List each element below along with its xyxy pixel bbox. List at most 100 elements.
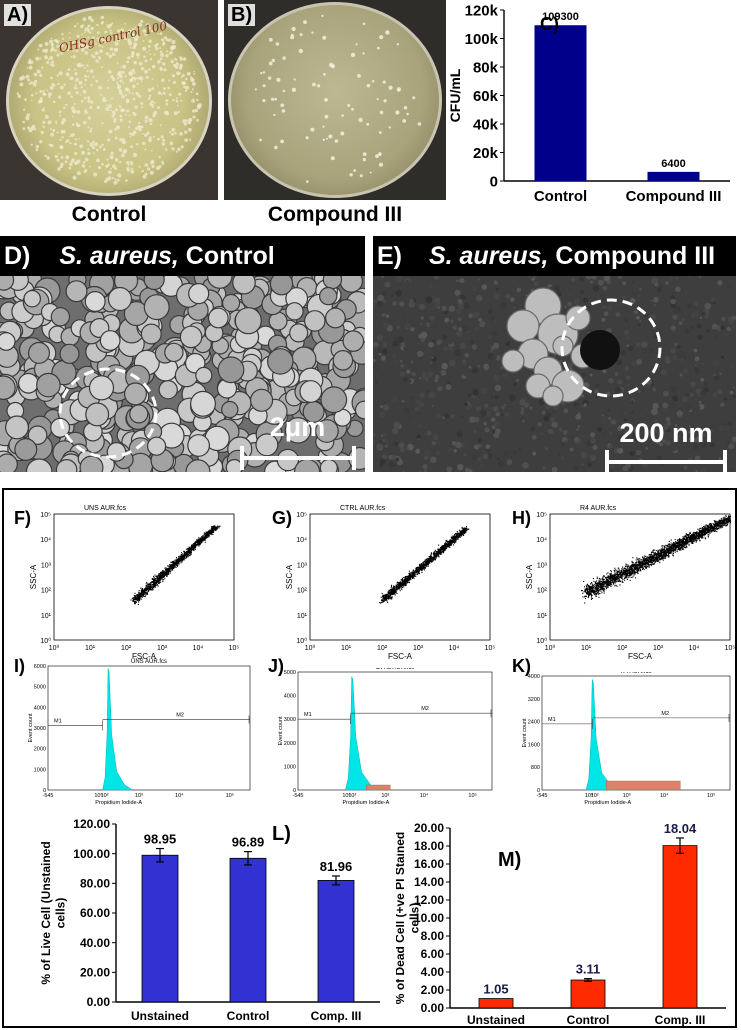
y-tick-label: 10⁴ bbox=[40, 537, 51, 544]
data-label: 109300 bbox=[542, 11, 579, 23]
x-axis-label: Propidium Iodide-A bbox=[95, 800, 142, 806]
plot-frame bbox=[53, 513, 235, 641]
y-tick-label: 3000 bbox=[284, 717, 296, 723]
y-tick-label: 10⁵ bbox=[40, 512, 51, 519]
panel-label-i: I) bbox=[14, 656, 25, 676]
y-tick-label: 4000 bbox=[528, 674, 540, 680]
y-tick-label: 20.00 bbox=[80, 966, 110, 980]
x-tick-label: 10⁵ bbox=[229, 645, 240, 652]
pi-positive-region bbox=[606, 780, 681, 791]
live-cell-bar-chart: 0.00 20.00 40.00 60.00 80.00 100.00 120.00 98.9… bbox=[39, 817, 380, 1023]
y-axis-label: SSC-A bbox=[286, 564, 294, 589]
x-tick-label: 10⁴ bbox=[420, 792, 429, 799]
y-tick-label: 2000 bbox=[34, 747, 46, 753]
panel-label-f: F) bbox=[14, 508, 31, 528]
x-tick-label: 10² bbox=[377, 645, 388, 652]
panel-label-k: K) bbox=[512, 656, 531, 676]
y-tick-label: 800 bbox=[531, 765, 540, 771]
y-tick-label: 8.00 bbox=[421, 929, 445, 943]
x-tick-label: 10⁵ bbox=[725, 645, 736, 652]
y-tick-label: 20.00 bbox=[414, 821, 444, 835]
x-tick-label: 10² bbox=[101, 793, 109, 799]
plot-frame bbox=[297, 671, 493, 791]
sem-title-condition: Compound III bbox=[548, 242, 716, 270]
caption-control: Control bbox=[71, 203, 147, 226]
x-tick-label: 10² bbox=[121, 645, 132, 652]
panel-label-a: A) bbox=[4, 4, 32, 26]
plot-frame bbox=[47, 665, 251, 791]
bar-compound-iii bbox=[647, 171, 700, 181]
data-label: 18.04 bbox=[664, 821, 697, 836]
petri-dish-photo-control: OHSg control 100 bbox=[0, 0, 218, 200]
highlight-circle bbox=[58, 367, 158, 459]
sem-title-control: D) S. aureus, Control bbox=[0, 236, 365, 276]
data-label: 98.95 bbox=[144, 832, 177, 847]
category-label: Comp. III bbox=[655, 1013, 706, 1027]
marker-m1-label: M1 bbox=[54, 719, 62, 725]
y-tick-label: 10¹ bbox=[41, 613, 52, 620]
marker-m2-label: M2 bbox=[421, 706, 429, 712]
petri-dish-photo-compound bbox=[224, 0, 446, 200]
marker-m2-label: M2 bbox=[176, 713, 184, 719]
y-tick-label: 1000 bbox=[34, 767, 46, 773]
scatter-points bbox=[130, 525, 221, 605]
y-tick-label: 10² bbox=[297, 588, 308, 595]
y-tick-label: 10² bbox=[537, 588, 548, 595]
x-tick-label: 10⁵ bbox=[226, 792, 234, 799]
x-tick-label: 10¹ bbox=[85, 645, 96, 652]
x-tick-label: 10⁴ bbox=[689, 645, 700, 652]
y-tick-label: 10⁰ bbox=[536, 637, 547, 645]
sem-title-species: S. aureus, bbox=[428, 242, 549, 270]
histogram-k: R4 AUR.fcs 0 800 1600 2400 3200 4000 -545 10⁰10²… bbox=[522, 672, 731, 806]
scatter-points bbox=[379, 526, 470, 604]
x-tick-label: 10⁵ bbox=[707, 792, 715, 799]
panel-label: L) bbox=[272, 823, 291, 845]
sem-image-compound: 200 nm bbox=[373, 276, 736, 472]
y-tick-label: 1000 bbox=[284, 764, 296, 770]
category-label: Comp. III bbox=[311, 1009, 362, 1023]
data-label: 1.05 bbox=[483, 982, 508, 997]
y-tick-label: 120.00 bbox=[73, 817, 110, 831]
y-tick-label: 4000 bbox=[34, 705, 46, 711]
x-axis-label: FSC-A bbox=[628, 652, 653, 660]
bar-control bbox=[570, 979, 606, 1009]
x-tick-label: 10⁵ bbox=[468, 792, 476, 799]
x-tick-label: 10² bbox=[348, 793, 356, 799]
scale-label-compound: 200 nm bbox=[619, 418, 713, 448]
x-tick-label: 10⁵ bbox=[485, 645, 496, 652]
y-tick-label: 10⁵ bbox=[536, 512, 547, 519]
y-tick-label: 80.00 bbox=[80, 877, 110, 891]
sem-title-condition: Control bbox=[178, 242, 275, 270]
y-tick-label: 10⁴ bbox=[296, 537, 307, 544]
y-tick-label: 60k bbox=[473, 88, 499, 105]
data-label: 96.89 bbox=[232, 835, 265, 850]
x-tick-label: 10⁰ bbox=[545, 644, 556, 652]
category-label: Unstained bbox=[131, 1009, 189, 1023]
y-tick-label: 5000 bbox=[34, 685, 46, 691]
dead-cell-bar-chart: 0.00 2.00 4.00 6.00 8.00 10.00 12.00 14.00 16.00… bbox=[396, 821, 726, 1027]
x-tick-label: 10³ bbox=[381, 793, 389, 799]
y-tick-label: 2.00 bbox=[421, 983, 445, 997]
x-tick-label: 10⁴ bbox=[175, 792, 184, 799]
highlight-circle bbox=[560, 298, 662, 398]
category-label: Compound III bbox=[626, 188, 722, 205]
y-tick-label: 10¹ bbox=[297, 613, 308, 620]
y-tick-label: 100.00 bbox=[73, 847, 110, 861]
panel-label-d: D) bbox=[4, 242, 31, 270]
file-name: UNS AUR.fcs bbox=[131, 659, 167, 665]
y-axis-label: Event count bbox=[28, 713, 34, 743]
x-tick-label: 10³ bbox=[653, 645, 664, 652]
bar-comp-iii bbox=[662, 845, 698, 1009]
y-tick-label: 20k bbox=[473, 145, 499, 162]
plot-frame bbox=[541, 675, 731, 791]
y-tick-label: 10³ bbox=[297, 562, 308, 569]
y-tick-label: 0.00 bbox=[421, 1001, 445, 1015]
y-tick-label: 16.00 bbox=[414, 857, 444, 871]
x-tick-label: 10⁰ bbox=[94, 792, 103, 799]
panel-label-h: H) bbox=[512, 508, 531, 528]
y-tick-label: 0 bbox=[490, 173, 498, 190]
marker-m1-label: M1 bbox=[304, 712, 312, 718]
x-tick-label: 10⁰ bbox=[342, 792, 351, 799]
x-tick-label: 10⁰ bbox=[585, 792, 594, 799]
data-label: 81.96 bbox=[320, 859, 353, 874]
